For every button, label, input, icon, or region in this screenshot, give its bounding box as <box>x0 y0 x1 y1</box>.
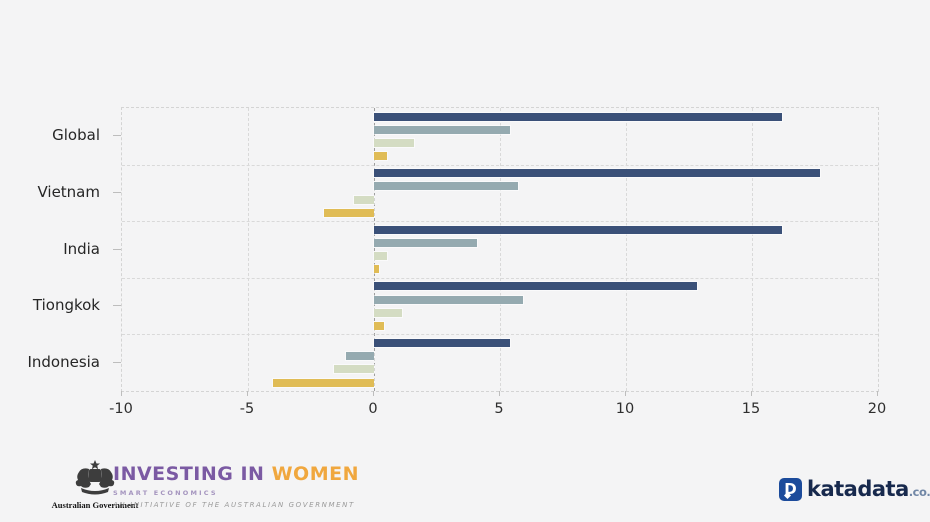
gridline-row <box>122 221 878 223</box>
x-tick-mark <box>751 391 752 396</box>
x-tick-label-10: 10 <box>615 401 635 417</box>
gridline-row <box>122 277 878 279</box>
bar-vietnam-navy <box>374 169 821 178</box>
katadata-wordmark: katadata.co.id <box>807 477 930 501</box>
australian-government-logo: Australian Government <box>30 460 160 510</box>
category-label-tiongkok: Tiongkok <box>32 296 100 315</box>
category-label-vietnam: Vietnam <box>37 182 100 201</box>
bar-indonesia-steel-blue <box>346 352 374 361</box>
bar-tiongkok-yellow <box>374 321 385 330</box>
x-tick-label-5: 5 <box>494 401 504 417</box>
bar-global-light-green <box>374 138 415 147</box>
bar-tiongkok-steel-blue <box>374 295 523 304</box>
x-tick-mark <box>499 391 500 396</box>
gridline-row <box>122 164 878 166</box>
investing-in-women-title: INVESTING IN WOMEN <box>113 463 359 485</box>
katadata-d-icon: D <box>779 477 802 501</box>
gridline-x-5 <box>500 108 501 391</box>
category-label-india: India <box>63 239 100 258</box>
gridline-x-0 <box>374 108 375 391</box>
katadata-name: katadata <box>807 477 909 501</box>
bar-tiongkok-navy <box>374 282 697 291</box>
australian-government-label: Australian Government <box>51 500 139 510</box>
bar-vietnam-yellow <box>323 208 374 217</box>
x-tick-label-15: 15 <box>741 401 761 417</box>
iw-title-women: WOMEN <box>271 463 359 485</box>
x-tick-mark <box>877 391 878 396</box>
footer: Australian Government INVESTING IN WOMEN… <box>0 450 930 522</box>
bar-indonesia-light-green <box>333 365 374 374</box>
bar-vietnam-steel-blue <box>374 182 518 191</box>
iw-tagline: AN INITIATIVE OF THE AUSTRALIAN GOVERNME… <box>113 501 355 509</box>
category-label-indonesia: Indonesia <box>27 352 100 371</box>
bar-india-steel-blue <box>374 238 478 247</box>
bar-vietnam-light-green <box>353 195 374 204</box>
bar-global-yellow <box>374 152 387 161</box>
x-tick-mark <box>373 391 374 396</box>
gridline-row <box>122 334 878 336</box>
gridline-x-10 <box>626 108 627 391</box>
iw-title-investing-in: INVESTING IN <box>113 463 272 485</box>
category-tick-mark <box>113 135 121 137</box>
katadata-logo: D katadata.co.id <box>779 477 930 501</box>
x-tick-mark <box>247 391 248 396</box>
x-tick-label--5: -5 <box>239 401 255 417</box>
australian-government-crest-icon <box>75 460 115 495</box>
bar-indonesia-yellow <box>273 378 374 387</box>
gridline-x-15 <box>752 108 753 391</box>
x-tick-label--10: -10 <box>109 401 133 417</box>
category-tick-mark <box>113 361 121 363</box>
category-tick-mark <box>113 248 121 250</box>
bar-global-steel-blue <box>374 125 511 134</box>
bar-global-navy <box>374 112 783 121</box>
katadata-domain-suffix: .co.id <box>908 485 930 499</box>
bar-india-navy <box>374 225 783 234</box>
bar-india-yellow <box>374 265 380 274</box>
bar-india-light-green <box>374 252 387 261</box>
x-tick-label-0: 0 <box>368 401 378 417</box>
category-tick-mark <box>113 305 121 307</box>
x-tick-label-20: 20 <box>867 401 887 417</box>
category-label-global: Global <box>52 126 100 145</box>
plot-area <box>121 107 879 392</box>
x-tick-mark <box>121 391 122 396</box>
gridline-x--5 <box>248 108 249 391</box>
category-tick-mark <box>113 191 121 193</box>
investing-in-women-logo: INVESTING IN WOMEN SMART ECONOMICS AN IN… <box>113 463 359 509</box>
bar-indonesia-navy <box>374 338 511 347</box>
bar-tiongkok-light-green <box>374 308 402 317</box>
iw-subtitle-smart-economics: SMART ECONOMICS <box>113 489 218 497</box>
x-tick-mark <box>625 391 626 396</box>
